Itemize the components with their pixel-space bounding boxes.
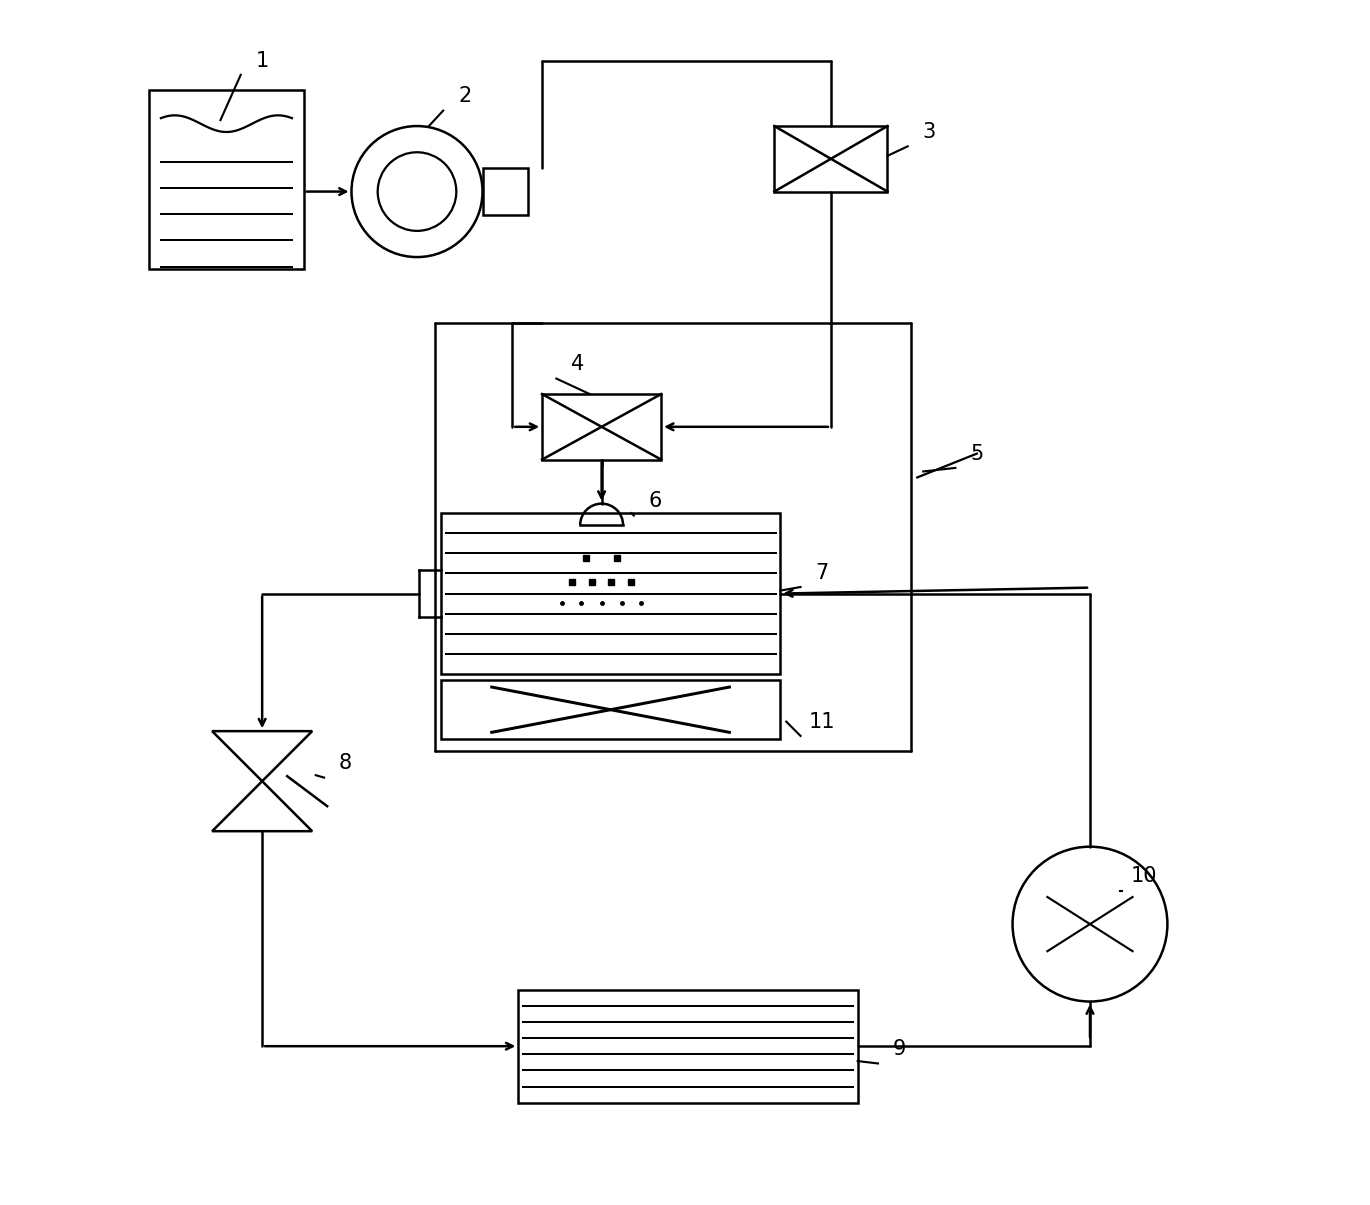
Bar [774,127,888,192]
Text: 7: 7 [815,563,829,583]
Text: 11: 11 [808,712,836,731]
Bar [518,989,858,1103]
Text: 1: 1 [256,51,269,71]
Text: 8: 8 [338,753,352,774]
Bar [441,680,781,740]
Text: 10: 10 [1130,866,1156,887]
Bar [441,513,781,674]
Text: 5: 5 [970,443,984,464]
Text: 3: 3 [922,122,936,142]
Bar [482,167,527,216]
Bar [149,90,304,269]
Text: 4: 4 [571,354,585,375]
Text: 6: 6 [648,492,662,511]
Text: 9: 9 [893,1039,906,1059]
Text: 2: 2 [458,87,471,106]
Bar [543,394,662,459]
